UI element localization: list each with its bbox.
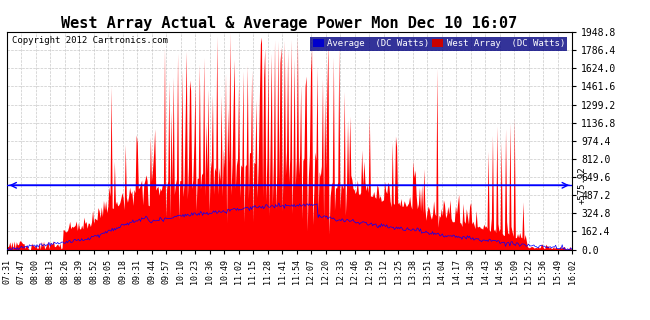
Legend: Average  (DC Watts), West Array  (DC Watts): Average (DC Watts), West Array (DC Watts… (310, 36, 567, 51)
Text: +575.92: +575.92 (578, 166, 587, 204)
Text: +575.92: +575.92 (0, 166, 1, 204)
Title: West Array Actual & Average Power Mon Dec 10 16:07: West Array Actual & Average Power Mon De… (61, 16, 517, 31)
Text: Copyright 2012 Cartronics.com: Copyright 2012 Cartronics.com (12, 36, 168, 45)
